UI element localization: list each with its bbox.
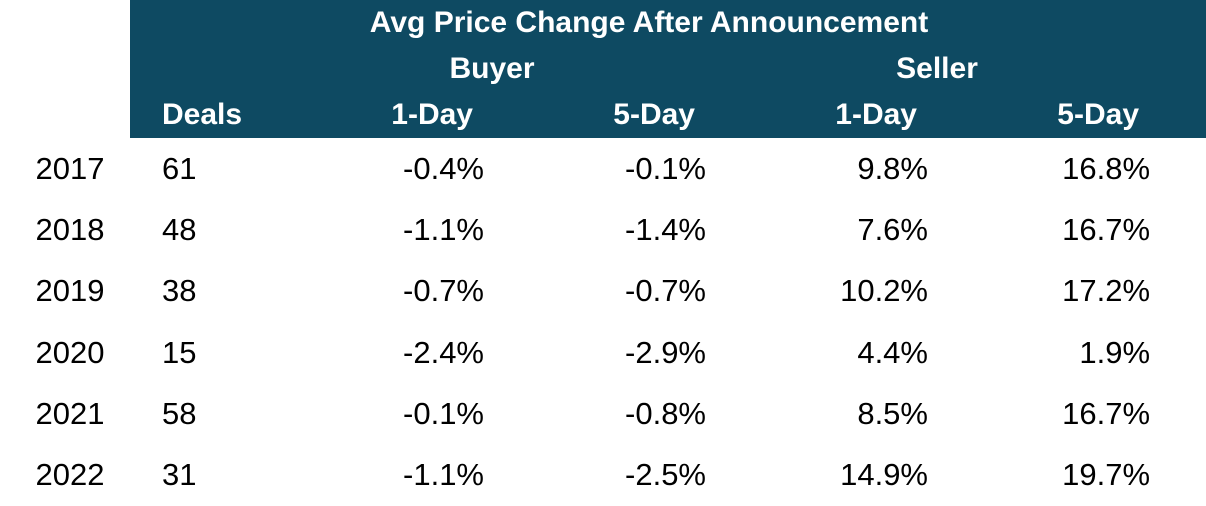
year-cell: 2017: [35, 150, 105, 186]
buyer-5day-cell: -0.8%: [625, 395, 706, 431]
deals-cell: 58: [162, 395, 197, 431]
title-row: Avg Price Change After Announcement: [0, 0, 1206, 46]
table-row: 2018 48 -1.1% -1.4% 7.6% 16.7%: [0, 199, 1206, 260]
deals-cell: 31: [162, 457, 197, 493]
buyer-1day-cell: -0.7%: [403, 273, 484, 309]
buyer-5day-column-header: 5-Day: [502, 92, 724, 138]
seller-1day-cell: 9.8%: [857, 150, 928, 186]
buyer-5day-cell: -0.7%: [625, 273, 706, 309]
header-spacer-cell: [0, 46, 130, 92]
year-cell: 2021: [35, 395, 105, 431]
deals-cell: 38: [162, 273, 197, 309]
seller-1day-cell: 8.5%: [857, 395, 928, 431]
deals-cell: 15: [162, 334, 197, 370]
deals-cell: 61: [162, 150, 197, 186]
seller-5day-cell: 16.7%: [1062, 395, 1151, 431]
year-cell: 2019: [35, 273, 105, 309]
seller-1day-cell: 7.6%: [857, 211, 928, 247]
deals-cell: 48: [162, 211, 197, 247]
deals-column-header: Deals: [130, 92, 280, 138]
buyer-5day-cell: -2.9%: [625, 334, 706, 370]
seller-1day-cell: 14.9%: [840, 457, 928, 493]
year-cell: 2020: [35, 334, 105, 370]
seller-1day-cell: 10.2%: [840, 273, 928, 309]
table-row: 2020 15 -2.4% -2.9% 4.4% 1.9%: [0, 322, 1206, 383]
buyer-1day-cell: -0.4%: [403, 150, 484, 186]
seller-1day-column-header: 1-Day: [724, 92, 946, 138]
year-cell: 2018: [35, 211, 105, 247]
buyer-5day-cell: -0.1%: [625, 150, 706, 186]
buyer-5day-cell: -2.5%: [625, 457, 706, 493]
table-row: 2017 61 -0.4% -0.1% 9.8% 16.8%: [0, 138, 1206, 199]
buyer-1day-cell: -2.4%: [403, 334, 484, 370]
column-header-row: Deals 1-Day 5-Day 1-Day 5-Day: [0, 92, 1206, 138]
buyer-1day-column-header: 1-Day: [280, 92, 502, 138]
buyer-group-header: Buyer: [280, 46, 724, 92]
seller-5day-cell: 17.2%: [1062, 273, 1151, 309]
group-header-row: Buyer Seller: [0, 46, 1206, 92]
table-row: 2021 58 -0.1% -0.8% 8.5% 16.7%: [0, 383, 1206, 444]
table-row: 2019 38 -0.7% -0.7% 10.2% 17.2%: [0, 261, 1206, 322]
seller-5day-cell: 16.7%: [1062, 211, 1151, 247]
seller-5day-cell: 16.8%: [1062, 150, 1151, 186]
seller-1day-cell: 4.4%: [857, 334, 928, 370]
buyer-1day-cell: -1.1%: [403, 211, 484, 247]
table-row: 2022 31 -1.1% -2.5% 14.9% 19.7%: [0, 445, 1206, 506]
header-spacer-cell: [130, 46, 280, 92]
seller-5day-column-header: 5-Day: [946, 92, 1206, 138]
seller-5day-cell: 1.9%: [1079, 334, 1151, 370]
seller-group-header: Seller: [724, 46, 1206, 92]
year-cell: 2022: [35, 457, 105, 493]
buyer-1day-cell: -0.1%: [403, 395, 484, 431]
table-body: 2017 61 -0.4% -0.1% 9.8% 16.8% 2018 48 -…: [0, 138, 1206, 506]
header-spacer-cell: [0, 0, 130, 46]
buyer-5day-cell: -1.4%: [625, 211, 706, 247]
seller-5day-cell: 19.7%: [1062, 457, 1151, 493]
table-title: Avg Price Change After Announcement: [130, 0, 1206, 46]
buyer-1day-cell: -1.1%: [403, 457, 484, 493]
table-header: Avg Price Change After Announcement Buye…: [0, 0, 1206, 138]
header-spacer-cell: [0, 92, 130, 138]
